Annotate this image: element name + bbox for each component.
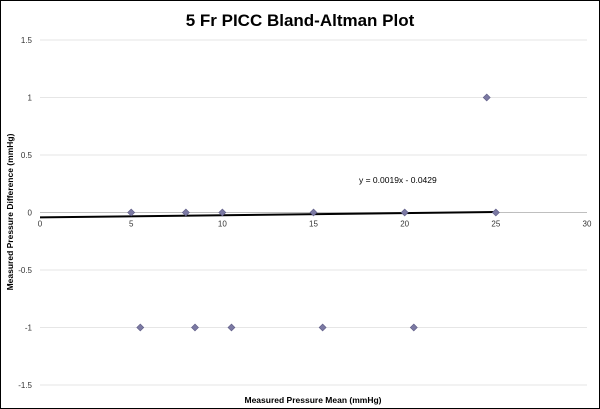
x-tick-label: 20	[400, 220, 409, 229]
y-tick-label: 1.5	[21, 36, 33, 45]
data-point	[181, 208, 190, 217]
y-tick-label: -0.5	[18, 266, 32, 275]
data-point	[191, 323, 199, 332]
y-tick-label: -1	[25, 324, 33, 333]
chart-title: 5 Fr PICC Bland-Altman Plot	[186, 11, 415, 30]
grid-lines	[40, 39, 587, 386]
x-tick-label: 30	[583, 220, 592, 229]
x-tick-label: 0	[38, 220, 43, 229]
y-tick-label: 0	[28, 209, 33, 218]
x-tick-labels: 0 5 10 15 20 25 30	[38, 220, 592, 229]
y-tick-label: -1.5	[18, 381, 32, 390]
data-point	[491, 208, 500, 217]
trendline	[39, 210, 496, 219]
data-point	[309, 208, 318, 217]
data-point	[400, 208, 409, 217]
x-tick-label: 15	[309, 220, 318, 229]
data-point	[127, 208, 136, 217]
data-points	[127, 93, 500, 332]
y-axis-label: Measured Pressure Difference (mmHg)	[5, 133, 15, 290]
y-tick-label: 0.5	[21, 151, 33, 160]
data-point	[136, 323, 145, 332]
x-tick-label: 10	[218, 220, 227, 229]
data-point	[318, 323, 327, 332]
trendline-equation: y = 0.0019x - 0.0429	[359, 175, 437, 185]
x-tick-label: 25	[491, 220, 500, 229]
data-point	[482, 93, 491, 102]
x-axis-label: Measured Pressure Mean (mmHg)	[245, 395, 382, 405]
data-point	[409, 323, 418, 332]
data-point	[218, 208, 227, 217]
x-tick-label: 5	[129, 220, 134, 229]
y-tick-labels: 1.5 1 0.5 0 -0.5 -1 -1.5	[18, 36, 32, 390]
data-point	[227, 323, 236, 332]
y-tick-label: 1	[28, 94, 33, 103]
